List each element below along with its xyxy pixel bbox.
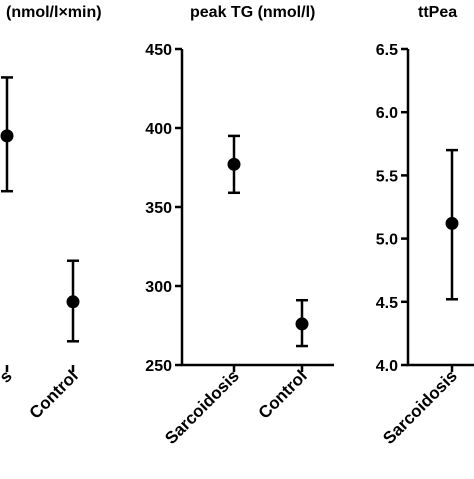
panel-2-marks <box>227 134 309 348</box>
data-point <box>0 129 14 143</box>
data-point <box>66 295 80 309</box>
y-tick-label: 4.0 <box>376 358 398 375</box>
category-label: Sarcoidosis <box>161 366 243 448</box>
y-tick-label: 250 <box>145 358 172 375</box>
panel-3-y-ticks: 6.5 6.0 5.5 5.0 4.5 4.0 <box>376 42 408 375</box>
y-tick-label: 5.0 <box>376 232 398 249</box>
category-label: Control <box>26 366 82 422</box>
panel-3-title: ttPea <box>418 4 457 21</box>
panel-2: peak TG (nmol/l) 450 400 350 300 250 Sarcoid… <box>145 4 334 448</box>
y-tick-label: 5.5 <box>376 168 398 185</box>
panel-1-title: (nmol/l×min) <box>6 4 102 21</box>
panel-3-marks <box>445 148 459 301</box>
y-tick-label: 6.5 <box>376 42 398 59</box>
y-tick-label: 350 <box>145 200 172 217</box>
y-tick-label: 450 <box>145 42 172 59</box>
panel-1: (nmol/l×min) s Control <box>0 4 102 423</box>
y-tick-label: 4.5 <box>376 295 398 312</box>
category-label: Control <box>255 366 311 422</box>
panel-1-marks <box>0 76 80 343</box>
data-point <box>445 216 459 230</box>
y-tick-label: 6.0 <box>376 105 398 122</box>
panel-2-categories: Sarcoidosis Control <box>161 365 311 448</box>
y-tick-label: 400 <box>145 121 172 138</box>
data-point <box>295 317 309 331</box>
y-tick-label: 300 <box>145 279 172 296</box>
data-point <box>227 157 241 171</box>
panel-2-y-ticks: 450 400 350 300 250 <box>145 42 182 375</box>
panel-1-categories: s Control <box>0 365 82 423</box>
category-label: Sarcoidosis <box>379 366 461 448</box>
panel-2-title: peak TG (nmol/l) <box>190 4 315 21</box>
